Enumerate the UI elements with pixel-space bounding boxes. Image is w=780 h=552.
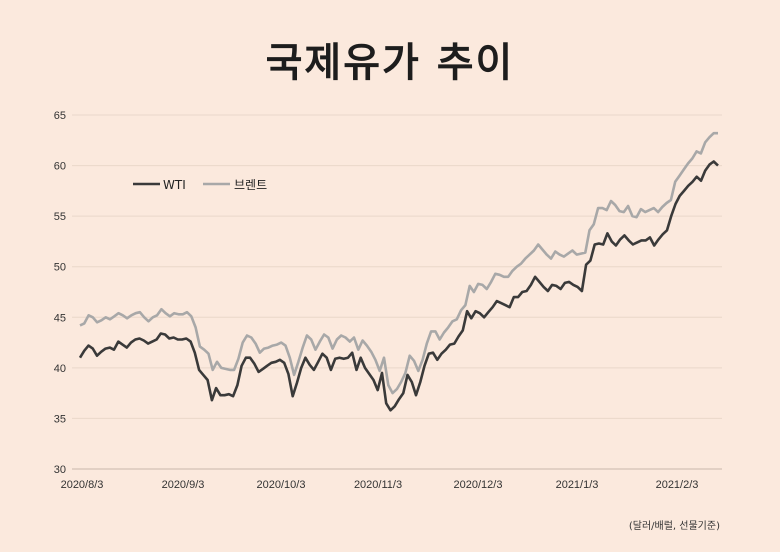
x-tick-label: 2020/12/3 (454, 479, 503, 491)
y-tick-label: 35 (54, 413, 66, 425)
gridlines (72, 114, 722, 470)
y-tick-label: 65 (54, 110, 66, 122)
y-axis-ticks: 30 35 40 45 50 55 60 65 (54, 110, 66, 476)
series-line-wti (78, 160, 719, 412)
y-tick-label: 50 (54, 262, 66, 274)
series-line-brent (79, 131, 718, 395)
x-tick-label: 2020/8/3 (61, 479, 104, 491)
x-axis-ticks: 2020/8/3 2020/9/3 2020/10/3 2020/11/3 2020/1… (61, 479, 699, 491)
legend-label-wti: WTI (163, 178, 186, 192)
y-tick-label: 60 (54, 161, 66, 173)
x-tick-label: 2021/1/3 (556, 479, 599, 491)
series-lines (78, 131, 719, 412)
x-tick-label: 2020/10/3 (257, 479, 306, 491)
y-tick-label: 45 (54, 312, 66, 324)
y-tick-label: 55 (54, 211, 66, 223)
x-tick-label: 2020/11/3 (354, 479, 402, 491)
y-tick-label: 30 (54, 464, 66, 476)
unit-note: (달러/배럴, 선물기준) (628, 521, 720, 532)
legend: WTI 브렌트 (133, 178, 267, 192)
y-tick-label: 40 (54, 363, 66, 375)
x-tick-label: 2020/9/3 (162, 479, 205, 491)
legend-label-brent: 브렌트 (234, 178, 267, 192)
chart-title: 국제유가 추이 (265, 40, 515, 86)
x-tick-label: 2021/2/3 (656, 479, 699, 491)
